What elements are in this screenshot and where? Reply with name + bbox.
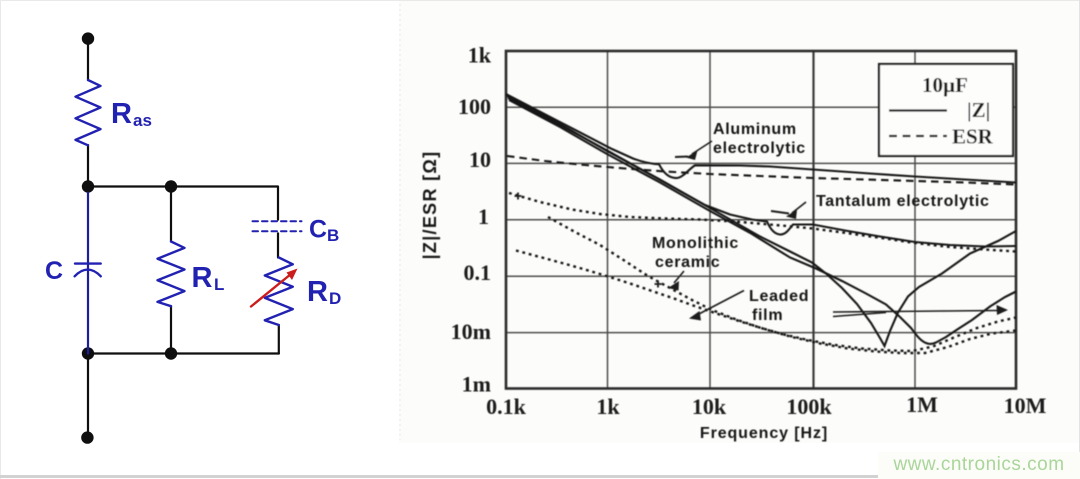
svg-text:10m: 10m	[451, 319, 491, 344]
svg-text:1k: 1k	[596, 394, 620, 419]
svg-text:C: C	[45, 257, 63, 285]
svg-text:R: R	[192, 262, 213, 294]
svg-text:ESR: ESR	[952, 125, 994, 149]
svg-text:100: 100	[458, 94, 491, 119]
svg-text:|Z|: |Z|	[967, 98, 990, 122]
svg-text:1m: 1m	[462, 372, 491, 397]
svg-text:1: 1	[478, 204, 489, 229]
svg-text:Frequency [Hz]: Frequency [Hz]	[700, 425, 828, 442]
svg-text:electrolytic: electrolytic	[713, 140, 806, 157]
svg-text:ceramic: ceramic	[655, 254, 720, 271]
svg-text:Tantalum electrolytic: Tantalum electrolytic	[816, 193, 990, 210]
svg-text:B: B	[327, 226, 339, 245]
svg-text:Aluminum: Aluminum	[713, 121, 797, 138]
svg-text:0.1k: 0.1k	[486, 394, 527, 419]
svg-text:C: C	[309, 216, 327, 244]
svg-text:0.1: 0.1	[464, 260, 492, 285]
svg-text:R: R	[111, 98, 132, 130]
svg-text:10µF: 10µF	[922, 73, 968, 97]
svg-text:Monolithic: Monolithic	[652, 235, 739, 252]
svg-text:1k: 1k	[468, 43, 492, 68]
svg-text:as: as	[133, 111, 152, 130]
svg-text:1M: 1M	[906, 392, 938, 417]
svg-text:10k: 10k	[692, 394, 727, 419]
svg-text:Leaded: Leaded	[749, 288, 809, 305]
svg-text:100k: 100k	[786, 394, 832, 419]
svg-text:D: D	[329, 289, 341, 308]
svg-text:R: R	[307, 276, 328, 308]
svg-text:L: L	[214, 275, 224, 294]
svg-text:|Z|/ESR [Ω]: |Z|/ESR [Ω]	[420, 151, 440, 260]
svg-text:10M: 10M	[1004, 393, 1047, 418]
svg-text:film: film	[752, 307, 783, 324]
svg-text:10: 10	[469, 147, 491, 172]
